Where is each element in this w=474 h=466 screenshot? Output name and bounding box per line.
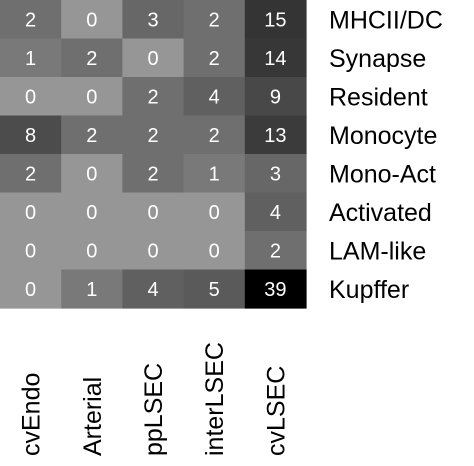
heatmap-cell-value: 2 <box>25 9 36 31</box>
heatmap-cell-value: 14 <box>264 48 286 70</box>
heatmap-cell <box>183 192 246 232</box>
heatmap-cell-value: 4 <box>270 202 281 224</box>
heatmap-cell <box>122 115 185 155</box>
heatmap-cell <box>61 269 123 309</box>
heatmap-cell-value: 0 <box>209 240 220 262</box>
heatmap-cell-value: 5 <box>209 279 220 301</box>
row-label: Mono-Act <box>329 160 436 188</box>
heatmap-cell <box>0 154 62 194</box>
heatmap-cell-value: 4 <box>209 86 220 108</box>
heatmap-cell <box>0 192 62 232</box>
heatmap-cell-value: 0 <box>25 202 36 224</box>
column-labels: cvEndo Arterial ppLSEC interLSEC cvLSEC <box>18 342 291 456</box>
heatmap-cell <box>244 77 307 117</box>
heatmap-cell <box>122 192 185 232</box>
row-label: Monocyte <box>329 122 437 150</box>
heatmap-cell-value: 3 <box>147 9 158 31</box>
heatmap-cell <box>183 0 246 40</box>
heatmap-cell-value: 2 <box>86 125 97 147</box>
heatmap-cell-value: 2 <box>86 48 97 70</box>
heatmap-cell-value: 0 <box>147 240 158 262</box>
heatmap-cell-value: 13 <box>264 125 286 147</box>
heatmap-cell-value: 0 <box>25 86 36 108</box>
heatmap-cell-value: 2 <box>147 125 158 147</box>
row-label: Activated <box>329 199 432 227</box>
heatmap-cell-value: 0 <box>86 86 97 108</box>
heatmap-cell-value: 3 <box>270 163 281 185</box>
heatmap-cells: 2 0 3 2 151 2 0 2 140 0 2 4 98 2 2 2 132 0 2 1 30 0 0 0 40 0 0 0 20 1… <box>0 0 307 309</box>
row-labels: MHCII/DC Synapse Resident Monocyte Mono-Act A… <box>329 6 443 304</box>
column-label: Arterial <box>79 377 107 456</box>
heatmap-cell-value: 8 <box>25 125 36 147</box>
heatmap-cell-value: 9 <box>270 86 281 108</box>
heatmap-cell <box>183 269 246 309</box>
heatmap-cell <box>0 231 62 271</box>
heatmap-cell <box>122 77 185 117</box>
heatmap-cell-value: 1 <box>25 48 36 70</box>
heatmap-cell-value: 0 <box>209 202 220 224</box>
heatmap-cell-value: 0 <box>86 240 97 262</box>
heatmap-cell-value: 2 <box>147 163 158 185</box>
heatmap-cell-value: 2 <box>25 163 36 185</box>
heatmap-cell <box>0 0 62 40</box>
heatmap-cell-value: 0 <box>86 202 97 224</box>
heatmap-cell <box>244 0 307 40</box>
column-label: cvLSEC <box>262 366 290 456</box>
heatmap-cell <box>61 231 123 271</box>
heatmap-cell <box>61 0 123 40</box>
heatmap-cell-value: 1 <box>86 279 97 301</box>
heatmap-cell-value: 0 <box>147 202 158 224</box>
heatmap-cell <box>0 269 62 309</box>
heatmap-cell-value: 2 <box>270 240 281 262</box>
heatmap-cell-value: 2 <box>209 9 220 31</box>
heatmap-cell <box>61 154 123 194</box>
row-label: LAM-like <box>329 237 426 265</box>
heatmap-cell <box>244 115 307 155</box>
heatmap-cell <box>122 269 185 309</box>
heatmap-cell <box>61 192 123 232</box>
heatmap-cell <box>244 192 307 232</box>
heatmap-cell-value: 2 <box>147 86 158 108</box>
heatmap-cell <box>122 231 185 271</box>
heatmap-cell <box>244 269 307 309</box>
heatmap-cell <box>61 38 123 78</box>
heatmap-cell-value: 39 <box>264 279 286 301</box>
row-label: Synapse <box>329 45 426 73</box>
heatmap-cell <box>0 38 62 78</box>
heatmap-cell <box>122 0 185 40</box>
column-label: interLSEC <box>201 342 229 456</box>
heatmap-cell-value: 0 <box>86 9 97 31</box>
column-label: ppLSEC <box>140 363 168 456</box>
heatmap-cell <box>244 154 307 194</box>
heatmap-cell-value: 15 <box>264 9 286 31</box>
heatmap-cell-value: 0 <box>25 240 36 262</box>
heatmap-cell <box>61 77 123 117</box>
heatmap-cell-value: 0 <box>25 279 36 301</box>
column-label: cvEndo <box>18 373 46 456</box>
heatmap-cell <box>183 154 246 194</box>
heatmap-cell-value: 4 <box>147 279 158 301</box>
heatmap-cell <box>244 231 307 271</box>
heatmap-cell <box>183 231 246 271</box>
heatmap-cell <box>183 77 246 117</box>
heatmap-cell <box>244 38 307 78</box>
heatmap-cell <box>0 77 62 117</box>
heatmap-cell <box>122 154 185 194</box>
row-label: MHCII/DC <box>329 6 443 34</box>
heatmap-cell <box>183 38 246 78</box>
heatmap-cell-value: 1 <box>209 163 220 185</box>
heatmap-cell-value: 2 <box>209 48 220 70</box>
row-label: Kupffer <box>329 276 409 304</box>
heatmap-cell-value: 0 <box>147 48 158 70</box>
heatmap-cell <box>183 115 246 155</box>
heatmap-cell <box>61 115 123 155</box>
heatmap-cell <box>0 115 62 155</box>
heatmap-cell-value: 0 <box>86 163 97 185</box>
heatmap-cell-value: 2 <box>209 125 220 147</box>
row-label: Resident <box>329 83 428 111</box>
heatmap-cell <box>122 38 185 78</box>
